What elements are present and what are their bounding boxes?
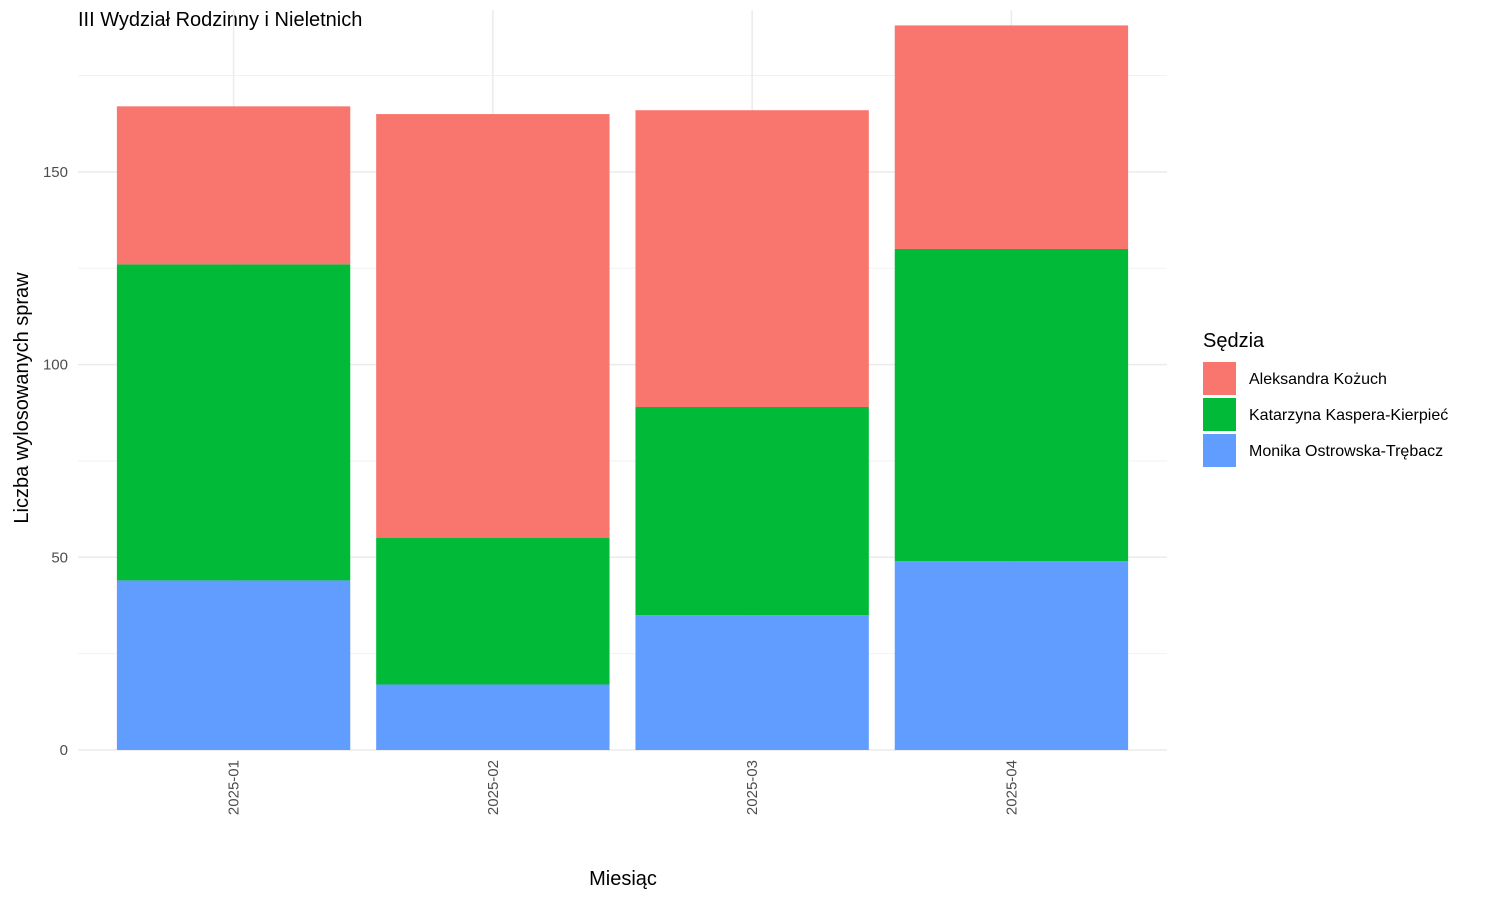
bar-segment bbox=[635, 110, 869, 407]
legend-title: Sędzia bbox=[1203, 330, 1265, 352]
bar-segment bbox=[376, 538, 610, 685]
bar-segment bbox=[376, 684, 610, 750]
legend-label: Monika Ostrowska-Trębacz bbox=[1249, 443, 1443, 460]
bar-segment bbox=[116, 264, 351, 581]
bar-segment bbox=[376, 114, 610, 539]
x-tick-label: 2025-04 bbox=[1003, 760, 1020, 815]
legend-label: Katarzyna Kaspera-Kierpieć bbox=[1249, 407, 1448, 424]
y-axis-ticks: 0 50 100 150 bbox=[43, 164, 68, 759]
bar-segment bbox=[635, 615, 869, 750]
legend: Sędzia Aleksandra Kożuch Katarzyna Kasper… bbox=[1203, 330, 1448, 467]
x-axis-ticks: 2025-01 2025-02 2025-03 2025-04 bbox=[226, 760, 1021, 815]
plot-title: III Wydział Rodzinny i Nieletnich bbox=[78, 9, 362, 31]
bar-segment bbox=[894, 25, 1129, 249]
y-tick-label: 0 bbox=[60, 742, 68, 759]
y-tick-label: 50 bbox=[51, 549, 68, 566]
bar-segment bbox=[894, 561, 1129, 750]
bar-segment bbox=[116, 106, 351, 265]
legend-swatch bbox=[1203, 398, 1236, 431]
bar-layer bbox=[116, 25, 1129, 750]
x-tick-label: 2025-02 bbox=[485, 760, 502, 815]
y-tick-label: 150 bbox=[43, 164, 68, 181]
legend-swatch bbox=[1203, 362, 1236, 395]
legend-swatch bbox=[1203, 434, 1236, 467]
bar-segment bbox=[635, 406, 869, 616]
x-tick-label: 2025-03 bbox=[744, 760, 761, 815]
y-tick-label: 100 bbox=[43, 357, 68, 374]
bar-segment bbox=[116, 580, 351, 750]
bar-segment bbox=[894, 248, 1129, 562]
x-axis-title: Miesiąc bbox=[589, 868, 657, 890]
x-tick-label: 2025-01 bbox=[226, 760, 243, 815]
legend-label: Aleksandra Kożuch bbox=[1249, 371, 1387, 388]
y-axis-title: Liczba wylosowanych spraw bbox=[11, 272, 33, 524]
